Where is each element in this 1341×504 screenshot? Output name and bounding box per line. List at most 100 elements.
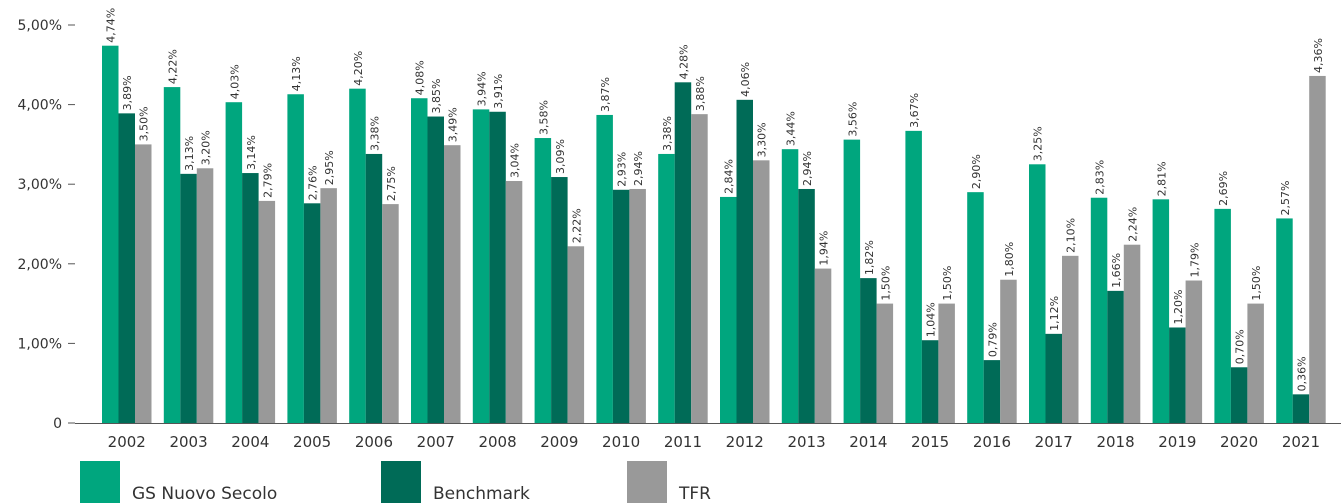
bar — [876, 303, 894, 423]
data-label: 1,79% — [1188, 243, 1201, 278]
bar — [1029, 164, 1046, 424]
bar — [1276, 218, 1293, 423]
y-tick-label: 2,00% — [18, 257, 62, 273]
data-label: 2,69% — [1217, 171, 1230, 206]
bar — [118, 113, 135, 423]
bar — [1062, 255, 1079, 423]
legend-label-gs-nuovo-secolo: GS Nuovo Secolo — [132, 484, 278, 504]
data-label: 1,94% — [818, 231, 831, 266]
x-tick-label: 2016 — [973, 433, 1011, 451]
data-label: 1,12% — [1048, 296, 1061, 331]
bar — [921, 340, 939, 423]
bar — [242, 173, 259, 423]
y-tick-label: 1,00% — [18, 336, 62, 352]
data-labels: 4,74% 3,89% 3,50% 4,22% 3,13% 3,20% 4,03% 3,14%… — [105, 8, 1325, 392]
data-label: 3,58% — [537, 100, 550, 135]
data-label: 2,81% — [1155, 161, 1168, 196]
bar — [225, 102, 243, 423]
data-label: 3,88% — [694, 76, 707, 111]
legend-label-tfr: TFR — [679, 484, 711, 504]
bar — [320, 188, 337, 423]
bar — [736, 99, 753, 423]
x-tick-label: 2008 — [478, 433, 516, 451]
bar — [303, 203, 321, 423]
y-tick-label: 4,00% — [18, 98, 62, 114]
data-label: 2,93% — [616, 152, 629, 187]
data-label: 3,50% — [138, 106, 151, 141]
data-label: 3,67% — [908, 93, 921, 128]
x-tick-label: 2002 — [108, 433, 146, 451]
bar — [1107, 290, 1124, 423]
data-label: 2,83% — [1094, 160, 1107, 195]
data-label: 4,28% — [677, 44, 690, 79]
bar — [674, 82, 692, 423]
legend-swatch-benchmark — [381, 461, 421, 503]
bar — [163, 87, 181, 423]
data-label: 0,70% — [1234, 329, 1247, 364]
bar — [489, 111, 506, 423]
legend-item-gs-nuovo-secolo: GS Nuovo Secolo — [80, 455, 277, 503]
bar — [505, 181, 523, 423]
bar — [860, 278, 877, 423]
x-tick-label: 2009 — [540, 433, 578, 451]
bar — [1152, 199, 1170, 423]
x-tick-label: 2003 — [169, 433, 207, 451]
bar — [567, 246, 585, 423]
data-label: 2,84% — [723, 159, 736, 194]
bar — [382, 204, 399, 423]
legend-label-benchmark: Benchmark — [433, 484, 530, 504]
data-label: 3,14% — [245, 135, 258, 170]
data-label: 1,82% — [863, 240, 876, 275]
data-label: 2,75% — [385, 166, 398, 201]
data-label: 2,95% — [323, 150, 336, 185]
data-label: 4,08% — [414, 60, 427, 95]
x-tick-label: 2005 — [293, 433, 331, 451]
data-label: 1,50% — [879, 266, 892, 301]
x-axis: 2002 2003 2004 2005 2006 2007 2008 2009 2010 2011… — [75, 423, 1341, 451]
data-label: 1,04% — [925, 302, 938, 337]
x-tick-label: 2017 — [1035, 433, 1073, 451]
data-label: 0,79% — [986, 322, 999, 357]
data-label: 3,85% — [430, 79, 443, 114]
data-label: 1,20% — [1172, 290, 1185, 325]
bars — [102, 45, 1326, 424]
data-label: 3,13% — [183, 136, 196, 171]
data-label: 0,36% — [1295, 356, 1308, 391]
bar — [1309, 75, 1326, 423]
data-label: 2,10% — [1065, 218, 1078, 253]
bar — [1214, 208, 1231, 423]
data-label: 4,36% — [1312, 38, 1325, 73]
bar — [534, 138, 552, 424]
bar — [1185, 280, 1203, 423]
data-label: 2,24% — [1127, 207, 1140, 242]
data-label: 1,80% — [1003, 242, 1016, 277]
bar — [365, 153, 383, 423]
y-tick-label: 5,00% — [18, 18, 62, 34]
data-label: 2,94% — [632, 151, 645, 186]
bar — [551, 177, 568, 423]
legend-swatch-gs-nuovo-secolo — [80, 461, 120, 503]
bar — [658, 153, 675, 423]
x-tick-label: 2015 — [911, 433, 949, 451]
data-label: 3,89% — [121, 75, 134, 110]
bar — [612, 189, 630, 423]
data-label: 2,79% — [261, 163, 274, 198]
data-label: 3,09% — [554, 139, 567, 174]
bar — [1000, 279, 1017, 423]
legend-item-benchmark: Benchmark — [381, 455, 530, 503]
bar — [1247, 303, 1264, 423]
data-label: 1,50% — [1250, 266, 1263, 301]
data-label: 4,13% — [290, 56, 303, 91]
data-label: 4,03% — [228, 64, 241, 99]
x-tick-label: 2004 — [231, 433, 269, 451]
bar — [814, 268, 832, 423]
data-label: 3,38% — [368, 116, 381, 151]
x-tick-label: 2018 — [1096, 433, 1134, 451]
x-tick-label: 2011 — [664, 433, 702, 451]
data-label: 2,90% — [970, 154, 983, 189]
bar — [781, 149, 799, 423]
bar — [1230, 367, 1248, 423]
bar — [753, 160, 770, 423]
data-label: 3,49% — [447, 107, 460, 142]
